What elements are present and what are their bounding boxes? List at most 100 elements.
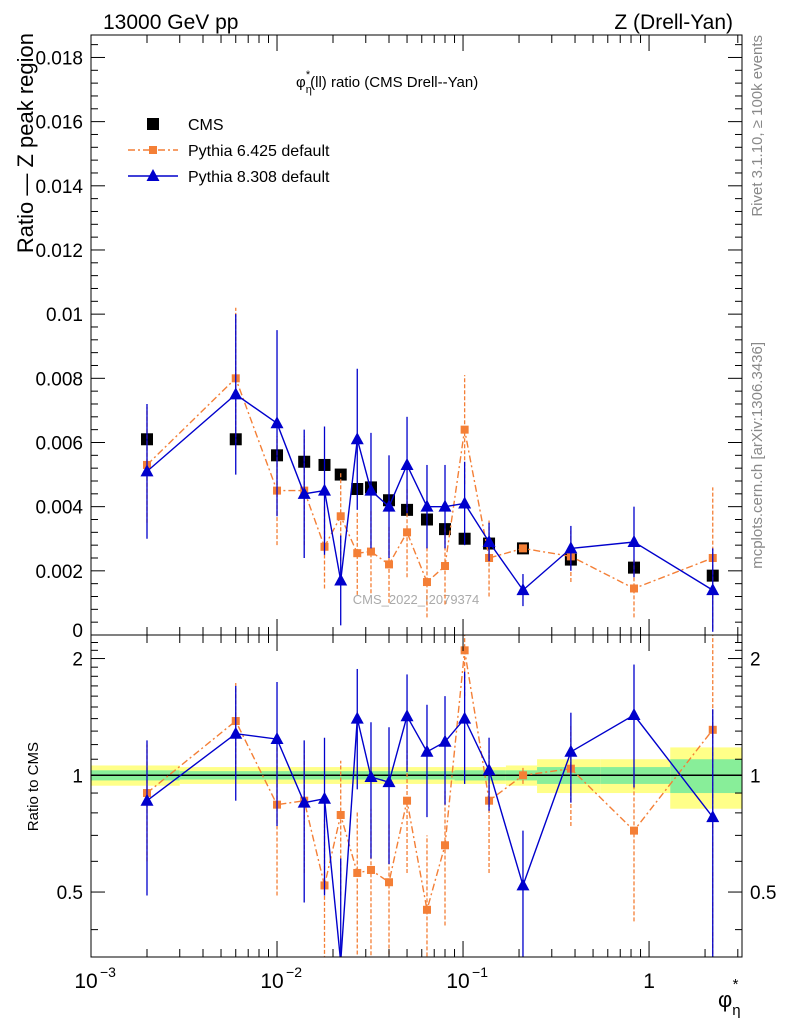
plot-title-sup: * — [306, 69, 311, 81]
main-point-py6 — [403, 528, 412, 537]
main-point-py6 — [385, 560, 394, 569]
main-line-py6 — [146, 377, 713, 590]
watermark-text: CMS_2022_I2079374 — [353, 592, 480, 607]
main-point-py6 — [353, 549, 362, 558]
main-ytick-label: 0.004 — [35, 498, 83, 519]
ratio-panel-data — [140, 635, 720, 957]
main-point-py6 — [441, 562, 450, 571]
ratio-point-py8 — [297, 795, 311, 808]
main-point-py8 — [297, 486, 311, 499]
ratio-point-py6 — [353, 868, 362, 877]
main-ytick-label: 0.006 — [35, 433, 83, 454]
ratio-point-py6 — [422, 905, 431, 914]
ratio-point-py6 — [403, 796, 412, 805]
main-point-py8 — [318, 483, 332, 496]
legend-marker-py8 — [146, 169, 160, 181]
main-point-py8 — [140, 464, 154, 477]
main-point-py6 — [518, 544, 527, 553]
ratio-ytick-label-right: 1 — [750, 766, 761, 787]
main-point-py8 — [400, 457, 414, 470]
ratio-ytick-label-right: 0.5 — [750, 883, 776, 904]
ratio-point-py8 — [564, 744, 578, 757]
main-ytick-label: 0.014 — [35, 177, 83, 198]
ratio-ytick-label-left: 2 — [72, 650, 83, 671]
main-point-py8 — [350, 432, 364, 445]
ratio-ytick-label-right: 2 — [750, 650, 761, 671]
xaxis-label-sub: η — [732, 1002, 740, 1019]
main-point-py8 — [564, 541, 578, 554]
xtick-label-base: 10 — [260, 970, 283, 993]
main-point-py6 — [422, 578, 431, 587]
main-point-py8 — [420, 499, 434, 512]
main-ytick-label: 0.018 — [35, 48, 83, 69]
mcplots-label: mcplots.cern.ch [arXiv:1306.3436] — [749, 342, 766, 569]
ratio-point-py8 — [458, 711, 472, 724]
ratio-line-py8 — [146, 714, 714, 957]
main-point-py6 — [366, 547, 375, 556]
header-right: Z (Drell-Yan) — [614, 11, 733, 34]
ratio-ytick-label-left: 0.5 — [57, 883, 83, 904]
xtick-label-exponent: −2 — [286, 964, 302, 980]
main-ytick-label: 0.008 — [35, 369, 83, 390]
ratio-point-py6 — [441, 841, 450, 850]
ratio-point-py8 — [420, 744, 434, 757]
main-ytick-label: 0.01 — [46, 305, 83, 326]
main-point-py8 — [458, 496, 472, 509]
main-point-py6 — [460, 425, 469, 434]
plot-title: φη *(ll) ratio (CMS Drell--Yan) — [296, 69, 478, 96]
ratio-line-py6 — [146, 650, 714, 910]
legend-marker-cms — [147, 118, 159, 130]
ratio-point-py8 — [482, 763, 496, 776]
header-left: 13000 GeV pp — [103, 11, 238, 34]
ratio-ylabel: Ratio to CMS — [25, 742, 42, 831]
ratio-point-py6 — [366, 865, 375, 874]
main-point-py8 — [706, 583, 720, 596]
ratio-point-py8 — [350, 711, 364, 724]
xtick-label-base: 1 — [643, 970, 655, 993]
main-ytick-label: 0.002 — [35, 562, 83, 583]
ratio-point-py8 — [627, 708, 641, 721]
main-ytick-label-zero: 0 — [72, 621, 83, 642]
xtick-label-base: 10 — [446, 970, 469, 993]
ratio-point-py8 — [318, 791, 332, 804]
main-point-py8 — [382, 499, 396, 512]
ratio-point-py6 — [385, 878, 394, 887]
ratio-point-py8 — [438, 734, 452, 747]
rivet-version-label: Rivet 3.1.10, ≥ 100k events — [749, 35, 766, 217]
ratio-point-py6 — [336, 810, 345, 819]
ratio-uncertainty-bands — [91, 747, 742, 809]
main-point-py8 — [438, 499, 452, 512]
xaxis-label-phi: φ — [718, 987, 732, 1012]
plot-title-sub: η — [306, 84, 312, 96]
xtick-label-base: 10 — [74, 970, 97, 993]
main-point-py8 — [270, 416, 284, 429]
ratio-point-py6 — [518, 771, 527, 780]
legend-label-cms: CMS — [188, 117, 224, 134]
ratio-point-py6 — [460, 646, 469, 655]
legend-label-py8: Pythia 8.308 default — [188, 169, 330, 186]
main-line-py8 — [146, 393, 714, 592]
legend: CMS Pythia 6.425 default Pythia 8.308 defa… — [128, 117, 330, 186]
ratio-point-py8 — [706, 810, 720, 823]
ratio-point-py8 — [229, 726, 243, 739]
ratio-ytick-label-left: 1 — [72, 766, 83, 787]
main-point-py8 — [627, 534, 641, 547]
legend-label-py6: Pythia 6.425 default — [188, 143, 330, 160]
xaxis-label-sup: * — [733, 976, 739, 993]
main-point-py8 — [229, 387, 243, 400]
legend-marker-py6 — [149, 146, 157, 154]
axes: 0.002 0.004 0.006 0.008 0.01 0.012 0.014 0.016 0… — [35, 34, 776, 993]
main-point-py6 — [629, 584, 638, 593]
main-panel-data — [140, 307, 720, 632]
main-point-py8 — [364, 483, 378, 496]
main-point-py8 — [516, 583, 530, 596]
ratio-point-py8 — [382, 775, 396, 788]
band-inner-segment — [670, 759, 742, 794]
main-ytick-label: 0.012 — [35, 241, 83, 262]
ratio-point-py8 — [400, 709, 414, 722]
main-ylabel: Ratio — Z peak region — [13, 33, 38, 253]
ratio-point-py8 — [270, 732, 284, 745]
ratio-panel-frame — [90, 634, 743, 958]
main-point-py8 — [334, 573, 348, 586]
